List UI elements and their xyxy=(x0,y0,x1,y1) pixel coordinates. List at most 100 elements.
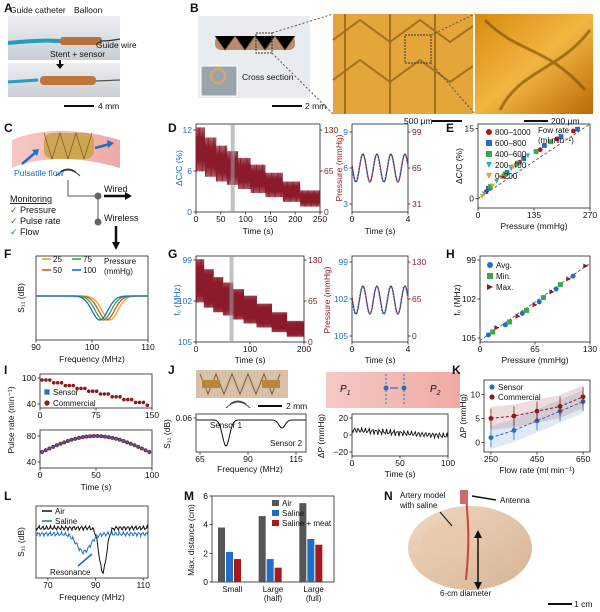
i-bottom-point-sensor xyxy=(140,447,143,450)
l-frame xyxy=(35,505,149,579)
e-x-tick-label: 270 xyxy=(583,210,597,220)
i-bottom-point-sensor xyxy=(100,435,103,438)
label-guide-catheter: Guide catheter xyxy=(10,5,66,15)
i-top-x-tick-label: 150 xyxy=(145,410,159,420)
i-top-point xyxy=(51,381,56,385)
h-point-1 xyxy=(557,282,563,288)
i-top-point xyxy=(83,386,87,391)
i-bottom-x-tick-label: 50 xyxy=(91,470,101,480)
panel-d: 0 50 100 150 200 250 12 6 0 130 65 0 ΔC/C (%) Pressur… xyxy=(174,123,422,236)
panel-b xyxy=(198,13,593,122)
stent-in-vessel-mesh xyxy=(43,131,93,161)
text-layer: A B C D E F G H I J K L M N Guide cathet… xyxy=(4,1,592,609)
i-bottom-point-sensor xyxy=(66,439,69,443)
k-point-1 xyxy=(534,408,540,414)
h-point-2 xyxy=(532,302,538,308)
e-point-0 xyxy=(554,136,560,142)
h-y-tick-label: 105 xyxy=(462,333,476,343)
g-left-tick-label: 102 xyxy=(178,296,192,306)
e-point-2 xyxy=(548,139,553,145)
g-zoom-right-tick-label: 65 xyxy=(412,294,422,304)
d-x-tick-label: 50 xyxy=(216,214,226,224)
f-x-tick-label: 110 xyxy=(141,342,155,352)
i-bottom-x-tick-label: 100 xyxy=(145,470,159,480)
m-bar-0-2 xyxy=(234,559,241,582)
h-ylabel: f₀ (MHz) xyxy=(452,284,462,316)
m-bar-2-0 xyxy=(299,503,307,582)
g-pressure-line xyxy=(195,259,305,337)
panel-letter-g: G xyxy=(168,247,177,261)
panel-letter-b: B xyxy=(190,1,199,15)
g-right-tick-label: 130 xyxy=(308,255,322,265)
zoom-box xyxy=(255,32,273,54)
i-top-point xyxy=(145,403,150,408)
g-zoom-xlabel: Time (s) xyxy=(365,355,396,365)
i-top-point xyxy=(118,395,122,399)
h-legend-marker-2 xyxy=(487,284,493,290)
k-legend-marker-0 xyxy=(489,384,495,390)
m-bar-0-0 xyxy=(218,527,225,582)
e-legend-marker-3 xyxy=(486,162,492,168)
flow-arrow-1 xyxy=(21,151,37,165)
e-ylabel: ΔC/C (%) xyxy=(454,148,464,184)
e-point-2 xyxy=(515,160,520,166)
d-ylabel: ΔC/C (%) xyxy=(174,150,184,186)
d-left-tick-label: 0 xyxy=(187,207,192,217)
i-bottom-point-sensor xyxy=(59,442,62,445)
e-point-2 xyxy=(533,149,539,154)
panel-f: 25 50 75 100 Pressure(mmHg) 90 100 110 S₁₁ (dB) F… xyxy=(16,255,155,364)
m-y-tick-label: 0 xyxy=(203,577,208,587)
k-legend-label-0: Sensor xyxy=(498,383,524,392)
i-top-point xyxy=(98,392,103,396)
h-legend-marker-0 xyxy=(487,262,493,268)
h-x-tick-label: 130 xyxy=(583,344,597,354)
i-bottom-point-sensor xyxy=(40,450,44,454)
zoom-connectors xyxy=(271,13,476,115)
e-legend-marker-4 xyxy=(486,173,492,179)
zoom-1-mesh xyxy=(332,14,474,114)
l-resonance-arrow xyxy=(77,553,93,567)
i-bottom-point-sensor xyxy=(103,435,106,438)
l-legend-label-1: Saline xyxy=(55,517,78,526)
m-bar-0-1 xyxy=(226,551,233,582)
l-x-tick-label: 70 xyxy=(43,580,53,590)
label-antenna: Antenna xyxy=(500,496,530,505)
h-x-tick-label: 0 xyxy=(478,344,483,354)
d-zoom-xlabel: Time (s) xyxy=(365,226,396,236)
k-x-tick-label: 450 xyxy=(530,454,544,464)
i-top-point xyxy=(133,400,138,405)
j-dp-y-tick-label: 0 xyxy=(343,430,348,440)
m-legend-swatch-1 xyxy=(272,510,279,516)
d-zoom-frame xyxy=(351,123,409,213)
d-pressure-line xyxy=(195,127,321,207)
h-point-0 xyxy=(553,286,559,292)
e-y-tick-label: 15 xyxy=(465,124,475,134)
j-annotation-sensor2: Sensor 2 xyxy=(270,439,303,448)
panel-c xyxy=(12,131,132,250)
label-artery-model-1: Artery model xyxy=(400,491,446,500)
g-zoom-left-tick-label: 102 xyxy=(334,294,348,304)
check-icon-3: ✓ xyxy=(10,227,18,237)
scale-label-a: 4 mm xyxy=(98,101,119,111)
panel-i: Sensor Commercial 0 75 150 0 50 100 100 40 80 40 Pul… xyxy=(6,373,159,492)
g-zoom-left-tick-label: 105 xyxy=(334,331,348,341)
j-s11-y-tick-label: 0.06 xyxy=(175,413,192,423)
d-x-tick-label: 100 xyxy=(239,214,253,224)
i-top-point xyxy=(114,395,118,399)
m-category-label-2: Large xyxy=(303,585,324,594)
e-legend-label-2: 400–600 xyxy=(495,150,527,159)
m-y-tick-label: 6 xyxy=(203,491,208,501)
i-top-point xyxy=(141,400,146,405)
g-x-tick-label: 0 xyxy=(194,344,199,354)
l-legend-label-0: Air xyxy=(55,507,65,516)
h-point-0 xyxy=(485,332,491,338)
d-main-frame xyxy=(195,123,321,213)
m-legend-swatch-2 xyxy=(272,520,279,526)
stent-body xyxy=(215,36,295,50)
panel-letter-c: C xyxy=(4,121,13,135)
label-p2: P2 xyxy=(430,384,441,397)
